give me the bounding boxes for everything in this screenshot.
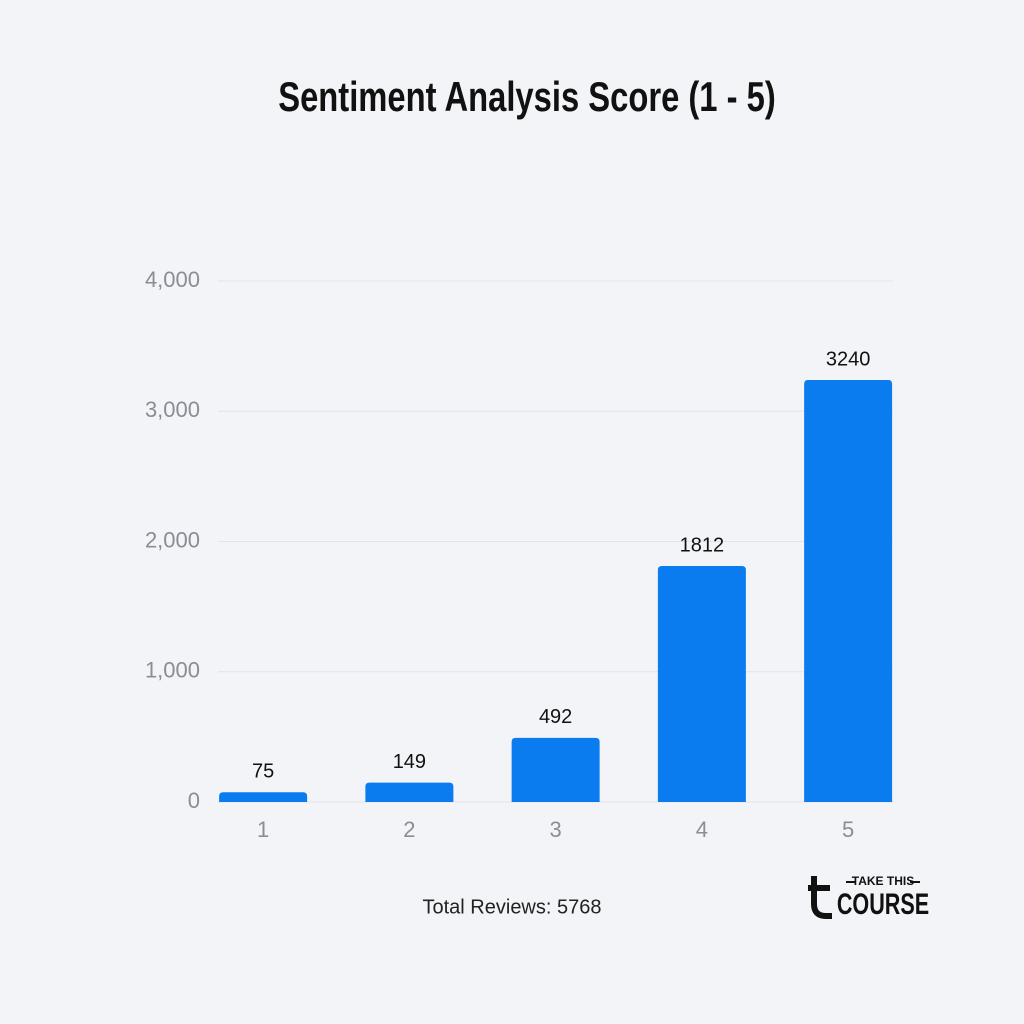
bar xyxy=(657,565,746,802)
brand-logo: TAKE THIS COURSE xyxy=(808,874,929,921)
value-label: 1812 xyxy=(680,534,725,556)
annotation: Total Reviews: 5768 xyxy=(423,896,602,918)
value-label: 492 xyxy=(539,706,572,728)
chart-title: Sentiment Analysis Score (1 - 5) xyxy=(278,73,776,120)
bar xyxy=(219,792,308,802)
y-tick-label: 1,000 xyxy=(145,658,200,683)
x-tick-label: 1 xyxy=(257,817,269,842)
x-tick-label: 2 xyxy=(403,817,415,842)
y-tick-label: 3,000 xyxy=(145,397,200,422)
value-label: 3240 xyxy=(826,348,871,370)
x-tick-label: 5 xyxy=(842,817,854,842)
x-tick-label: 3 xyxy=(550,817,562,842)
y-tick-label: 4,000 xyxy=(145,267,200,292)
value-label: 75 xyxy=(252,761,274,783)
logo-bottom: COURSE xyxy=(837,886,929,920)
y-tick-label: 2,000 xyxy=(145,527,200,552)
value-label: 149 xyxy=(393,751,426,773)
logo-icon xyxy=(808,876,832,919)
y-tick-label: 0 xyxy=(188,788,200,813)
bar xyxy=(365,782,454,802)
x-tick-label: 4 xyxy=(696,817,708,842)
bar xyxy=(511,737,600,802)
logo-top: TAKE THIS xyxy=(852,874,914,888)
bar xyxy=(804,379,893,802)
